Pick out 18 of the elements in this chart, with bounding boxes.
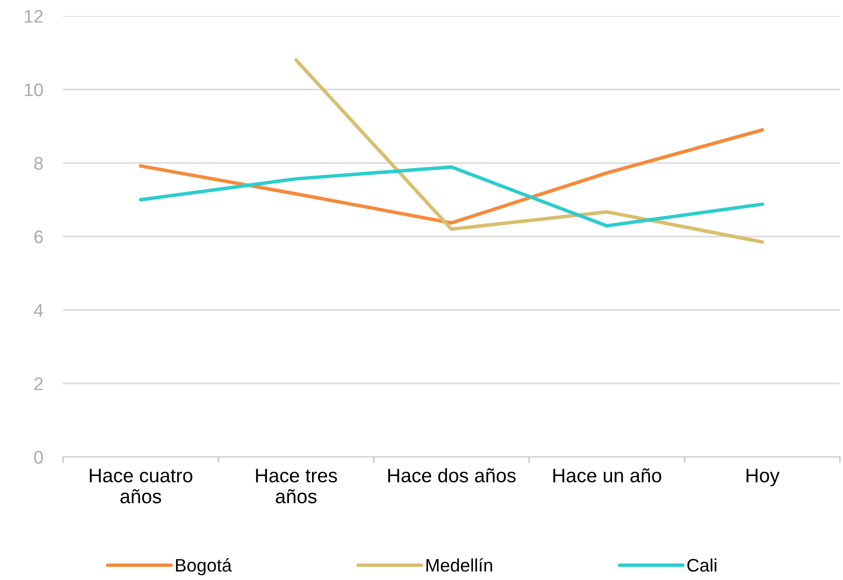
y-tick-label: 0 <box>34 450 43 464</box>
x-tick-label: Hace tres años <box>256 468 338 504</box>
y-tick-label: 10 <box>24 83 43 96</box>
x-tick-label: Hoy <box>746 468 780 486</box>
legend-label: Medellín <box>426 558 492 572</box>
line-series <box>138 128 764 225</box>
y-tick-label: 4 <box>34 304 44 317</box>
x-tick-label: Hace cuatro años <box>90 468 192 504</box>
line-series <box>138 165 764 228</box>
y-tick-label: 8 <box>34 156 43 170</box>
legend-label: Bogotá <box>176 558 232 576</box>
legend-label: Cali <box>687 558 716 572</box>
y-tick-label: 12 <box>24 10 43 23</box>
y-tick-label: 2 <box>34 377 43 390</box>
x-tick-label: Hace un año <box>553 468 662 482</box>
line-series <box>294 58 764 244</box>
y-tick-label: 6 <box>34 230 43 244</box>
x-tick-label: Hace dos años <box>388 468 516 482</box>
